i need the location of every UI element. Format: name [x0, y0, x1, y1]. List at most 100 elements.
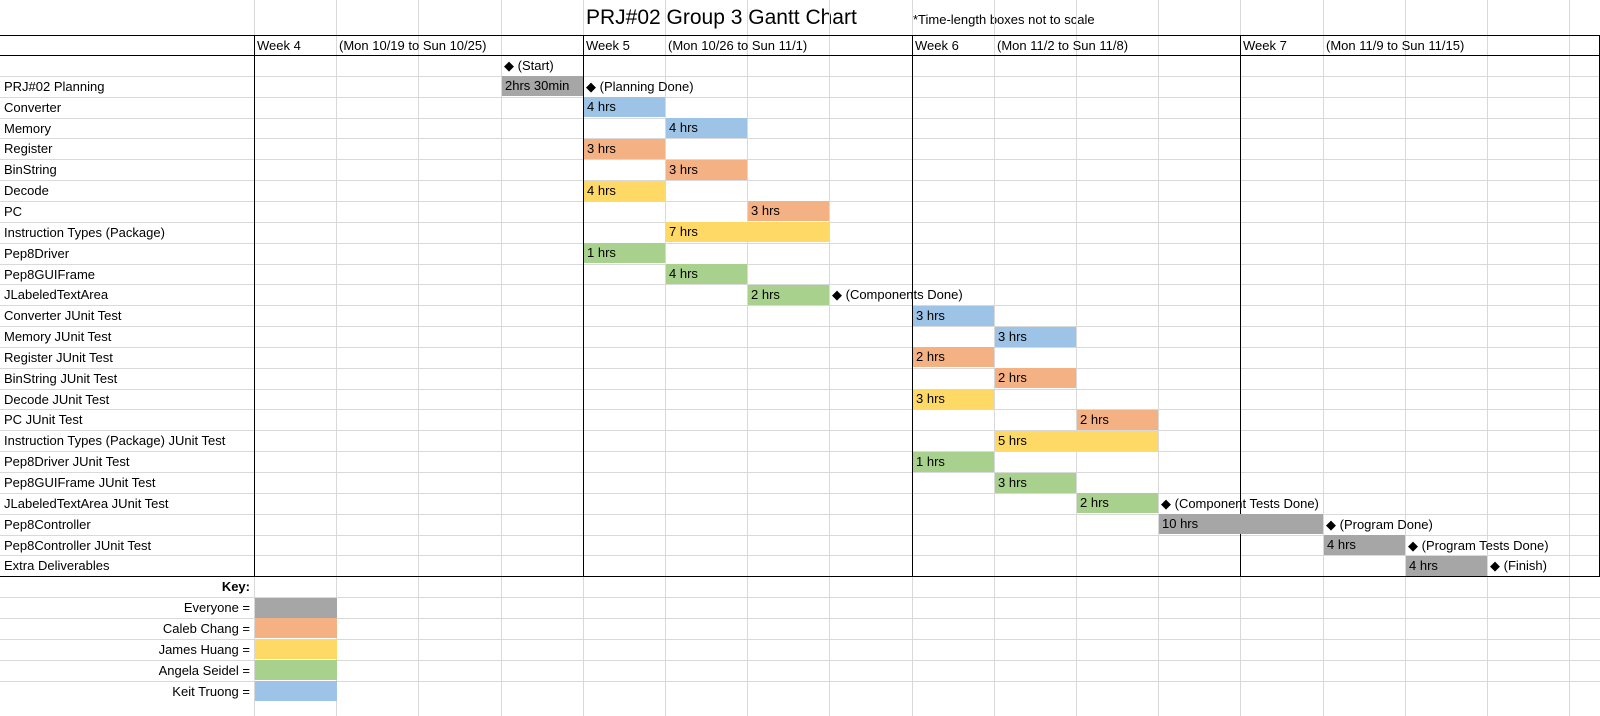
key-swatch: [255, 681, 337, 701]
task-duration: 2 hrs: [1080, 411, 1109, 427]
task-bar: [995, 430, 1158, 451]
key-title: Key:: [221, 579, 250, 595]
grid-vline: [418, 0, 419, 716]
grid-vline: [336, 0, 337, 716]
week-border: [912, 35, 913, 576]
task-milestone: ◆ (Components Done): [832, 287, 963, 303]
task-duration: 3 hrs: [998, 474, 1027, 490]
task-duration: 10 hrs: [1162, 516, 1199, 532]
task-duration: 2 hrs: [916, 349, 945, 365]
week-label: Week 4: [257, 38, 301, 53]
task-bar: [748, 201, 829, 222]
week-range: (Mon 11/2 to Sun 11/8): [997, 38, 1129, 53]
grid-vline: [1076, 0, 1077, 716]
task-name: Extra Deliverables: [4, 558, 110, 574]
task-milestone: ◆ (Planning Done): [586, 78, 694, 94]
task-duration: 1 hrs: [916, 453, 945, 469]
task-bar: [502, 76, 583, 97]
header-border-bottom: [0, 55, 1600, 56]
task-bar: [584, 243, 665, 264]
start-milestone: ◆ (Start): [504, 58, 554, 73]
task-name: Pep8GUIFrame: [4, 266, 96, 282]
task-name: Pep8Controller JUnit Test: [4, 537, 152, 553]
task-bar: [913, 347, 994, 368]
task-duration: 1 hrs: [587, 245, 616, 261]
task-bar: [995, 472, 1076, 493]
grid-hline: [0, 472, 1600, 473]
grid-hline: [0, 555, 1600, 556]
grid-vline: [1158, 0, 1159, 716]
task-duration: 7 hrs: [669, 224, 698, 240]
task-name: PC JUnit Test: [4, 412, 83, 428]
grid-hline: [0, 138, 1600, 139]
task-duration: 2 hrs: [998, 370, 1027, 386]
key-entry-label: Keit Truong =: [172, 683, 250, 699]
task-duration: 3 hrs: [916, 391, 945, 407]
task-name: Converter JUnit Test: [4, 308, 122, 324]
key-swatch: [255, 597, 337, 618]
task-duration: 2 hrs: [751, 286, 780, 302]
grid-hline: [0, 597, 1600, 598]
grid-hline: [0, 97, 1600, 98]
grid-hline: [0, 264, 1600, 265]
week-label: Week 7: [1243, 38, 1287, 53]
grid-hline: [0, 180, 1600, 181]
task-name: Converter: [4, 99, 62, 115]
grid-vline: [1487, 0, 1488, 716]
task-name: Pep8Controller: [4, 516, 91, 532]
task-duration: 2hrs 30min: [505, 78, 570, 94]
task-duration: 3 hrs: [669, 161, 698, 177]
week-border: [254, 35, 255, 576]
task-bar: [1324, 535, 1405, 556]
task-bar: [584, 180, 665, 201]
grid-vline: [1569, 0, 1570, 716]
grid-hline: [0, 618, 1600, 619]
week-border: [1240, 35, 1241, 576]
grid-vline: [665, 0, 666, 716]
task-bar: [584, 138, 665, 159]
task-name: Instruction Types (Package): [4, 224, 165, 240]
task-bar: [913, 389, 994, 410]
key-entry-label: Caleb Chang =: [162, 620, 250, 636]
grid-hline: [0, 284, 1600, 285]
grid-hline: [0, 681, 1600, 682]
task-milestone: ◆ (Program Done): [1326, 516, 1433, 532]
key-swatch: [255, 660, 337, 681]
task-duration: 4 hrs: [587, 99, 616, 115]
key-entry-label: Everyone =: [183, 600, 250, 616]
task-milestone: ◆ (Finish): [1490, 558, 1547, 574]
task-milestone: ◆ (Program Tests Done): [1408, 537, 1549, 553]
task-name: Memory JUnit Test: [4, 329, 112, 345]
task-duration: 4 hrs: [587, 182, 616, 198]
week-label: Week 6: [915, 38, 959, 53]
task-name: Pep8Driver JUnit Test: [4, 454, 130, 470]
task-duration: 3 hrs: [587, 140, 616, 156]
grid-hline: [0, 660, 1600, 661]
task-bar: [995, 368, 1076, 389]
grid-hline: [0, 389, 1600, 390]
task-name: PRJ#02 Planning: [4, 78, 105, 94]
grid-vline: [1405, 0, 1406, 716]
task-name: Decode JUnit Test: [4, 391, 110, 407]
task-bar: [748, 284, 829, 305]
grid-hline: [0, 368, 1600, 369]
task-name: Pep8Driver: [4, 245, 70, 261]
task-name: BinString: [4, 162, 57, 178]
task-bar: [995, 326, 1076, 347]
grid-vline: [1323, 0, 1324, 716]
week-border: [583, 35, 584, 576]
header-border-top: [0, 35, 1600, 36]
grid-hline: [0, 451, 1600, 452]
grid-vline: [501, 0, 502, 716]
task-name: Register JUnit Test: [4, 349, 113, 365]
grid-vline: [994, 0, 995, 716]
scale-note: *Time-length boxes not to scale: [913, 12, 1095, 27]
grid-hline: [0, 305, 1600, 306]
task-duration: 4 hrs: [1327, 537, 1356, 553]
task-duration: 5 hrs: [998, 432, 1027, 448]
task-name: Register: [4, 141, 53, 157]
task-duration: 3 hrs: [916, 307, 945, 323]
task-bar: [666, 159, 747, 180]
task-duration: 4 hrs: [1409, 557, 1438, 573]
task-duration: 4 hrs: [669, 120, 698, 136]
